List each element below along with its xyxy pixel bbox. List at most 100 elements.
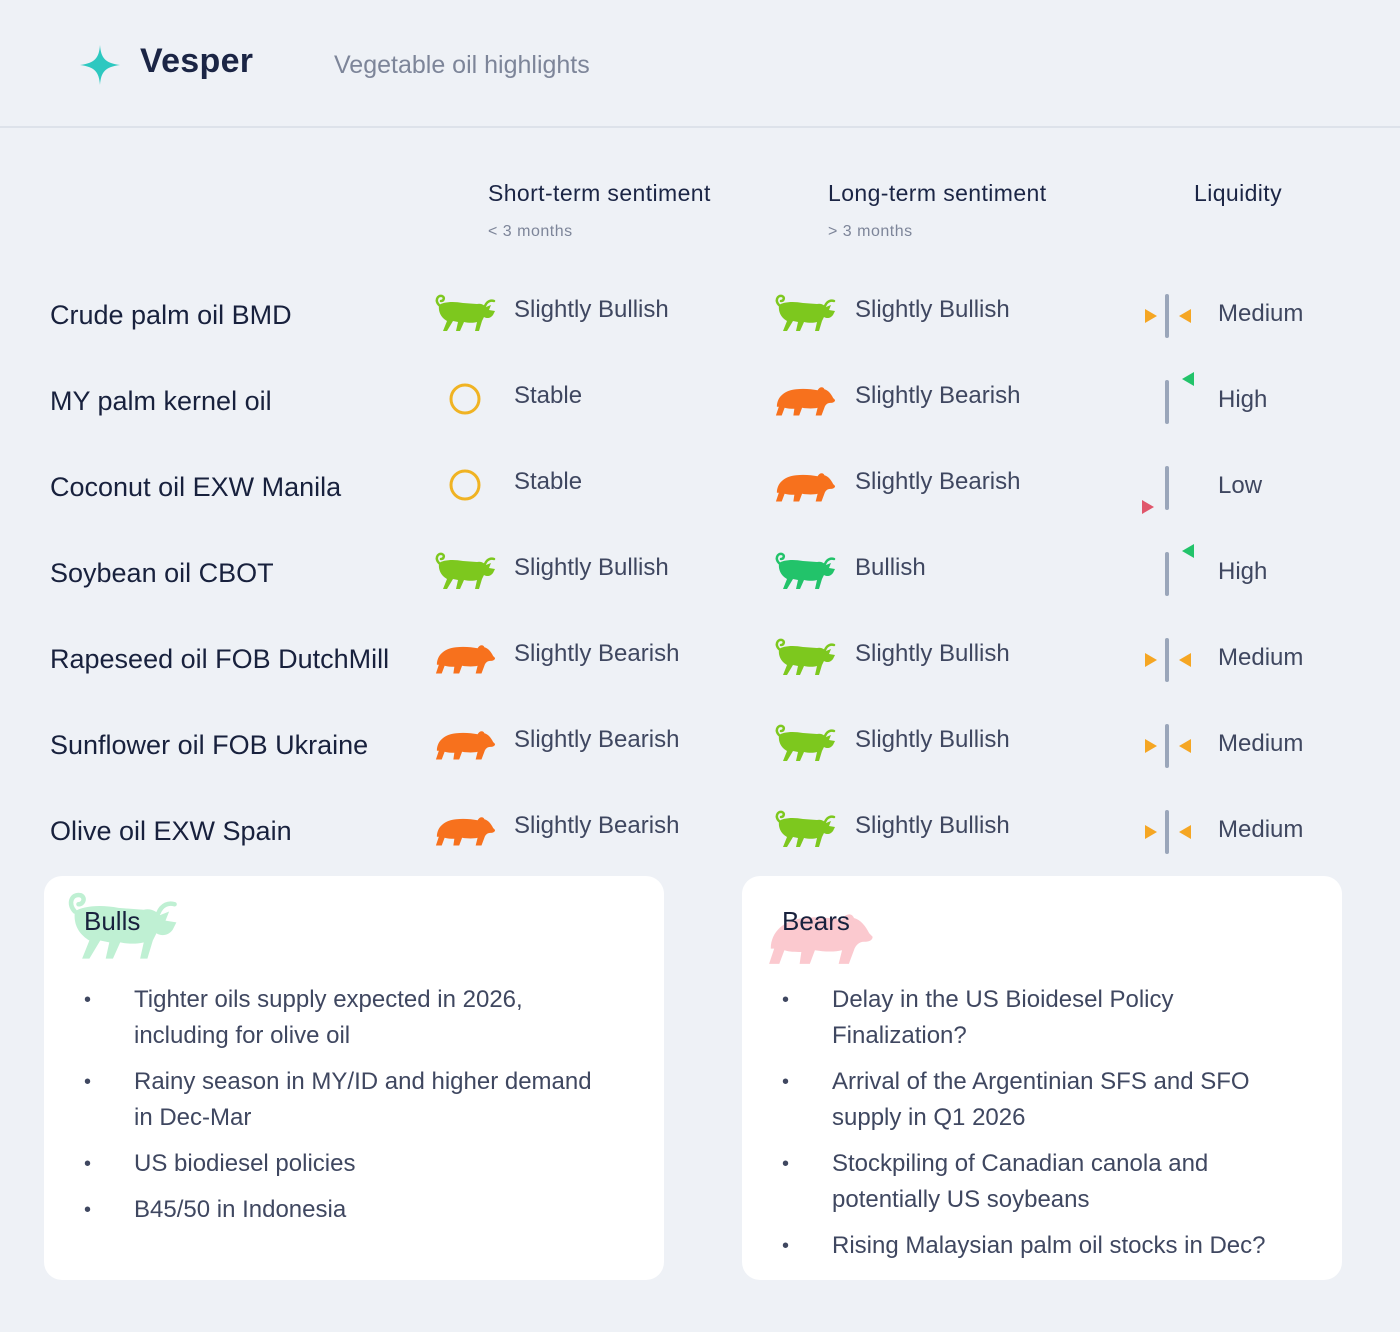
short-term-icon bbox=[432, 720, 498, 766]
short-term-subheader: < 3 months bbox=[488, 223, 573, 240]
short-term-label: Slightly Bearish bbox=[514, 812, 680, 839]
long-term-label: Slightly Bullish bbox=[855, 812, 1010, 839]
liquidity-header: Liquidity bbox=[1194, 180, 1282, 206]
liquidity-medium-icon bbox=[1145, 724, 1191, 768]
liquidity-label: Medium bbox=[1218, 730, 1304, 757]
short-term-label: Stable bbox=[514, 382, 583, 409]
table-row: Coconut oil EXW Manila Stable Slightly Bea… bbox=[0, 454, 1400, 540]
liquidity-indicator bbox=[1136, 372, 1196, 432]
bull-icon bbox=[775, 552, 837, 591]
table-row: MY palm kernel oil Stable Slightly Bearish… bbox=[0, 368, 1400, 454]
liquidity-high-icon bbox=[1165, 372, 1194, 424]
commodity-name: Crude palm oil BMD bbox=[50, 300, 292, 330]
long-term-icon bbox=[772, 376, 838, 422]
liquidity-label: Medium bbox=[1218, 644, 1304, 671]
short-term-label: Slightly Bearish bbox=[514, 726, 680, 753]
commodity-name: Sunflower oil FOB Ukraine bbox=[50, 730, 369, 760]
stable-circle-icon bbox=[449, 469, 481, 501]
liquidity-medium-icon bbox=[1145, 638, 1191, 682]
long-term-icon bbox=[772, 462, 838, 508]
liquidity-label: Low bbox=[1218, 472, 1263, 499]
long-term-label: Slightly Bullish bbox=[855, 726, 1010, 753]
liquidity-indicator bbox=[1136, 458, 1196, 518]
liquidity-medium-icon bbox=[1145, 810, 1191, 854]
liquidity-label: Medium bbox=[1218, 816, 1304, 843]
list-item: Delay in the US Bioidesel Policy Finaliz… bbox=[742, 982, 1342, 1054]
long-term-label: Bullish bbox=[855, 554, 926, 581]
long-term-icon bbox=[772, 806, 838, 852]
liquidity-label: Medium bbox=[1218, 300, 1304, 327]
bear-icon bbox=[435, 731, 496, 760]
liquidity-low-icon bbox=[1142, 466, 1169, 514]
bears-title: Bears bbox=[782, 906, 850, 936]
long-term-icon bbox=[772, 290, 838, 336]
liquidity-indicator bbox=[1136, 716, 1196, 776]
liquidity-indicator bbox=[1136, 286, 1196, 346]
brand-name: Vesper bbox=[140, 42, 254, 80]
list-item: Stockpiling of Canadian canola and poten… bbox=[742, 1146, 1342, 1218]
bear-icon bbox=[775, 387, 836, 416]
short-term-icon bbox=[432, 290, 498, 336]
short-term-label: Slightly Bearish bbox=[514, 640, 680, 667]
bear-icon bbox=[775, 473, 836, 502]
long-term-label: Slightly Bullish bbox=[855, 640, 1010, 667]
liquidity-indicator bbox=[1136, 630, 1196, 690]
list-item: Rising Malaysian palm oil stocks in Dec? bbox=[742, 1228, 1342, 1264]
liquidity-indicator bbox=[1136, 544, 1196, 604]
commodity-name: Soybean oil CBOT bbox=[50, 558, 274, 588]
short-term-header: Short-term sentiment bbox=[488, 180, 711, 206]
bears-card: Bears Delay in the US Bioidesel Policy F… bbox=[742, 876, 1342, 1280]
long-term-header: Long-term sentiment bbox=[828, 180, 1047, 206]
short-term-label: Slightly Bullish bbox=[514, 554, 669, 581]
bull-icon bbox=[775, 638, 837, 677]
list-item: US biodiesel policies bbox=[44, 1146, 664, 1182]
short-term-label: Slightly Bullish bbox=[514, 296, 669, 323]
liquidity-indicator bbox=[1136, 802, 1196, 862]
commodity-name: Olive oil EXW Spain bbox=[50, 816, 292, 846]
short-term-label: Stable bbox=[514, 468, 583, 495]
bull-icon bbox=[775, 810, 837, 849]
bear-icon bbox=[435, 817, 496, 846]
liquidity-medium-icon bbox=[1145, 294, 1191, 338]
stable-circle-icon bbox=[449, 383, 481, 415]
table-row: Soybean oil CBOT Slightly Bullish Bullish H… bbox=[0, 540, 1400, 626]
list-item: Tighter oils supply expected in 2026, in… bbox=[44, 982, 664, 1054]
bull-icon bbox=[775, 724, 837, 763]
long-term-icon bbox=[772, 634, 838, 680]
short-term-icon bbox=[432, 462, 498, 508]
table-row: Rapeseed oil FOB DutchMill Slightly Beari… bbox=[0, 626, 1400, 712]
long-term-label: Slightly Bearish bbox=[855, 468, 1021, 495]
list-item: Rainy season in MY/ID and higher demand … bbox=[44, 1064, 664, 1136]
long-term-icon bbox=[772, 720, 838, 766]
table-row: Crude palm oil BMD Slightly Bullish Slight… bbox=[0, 282, 1400, 368]
short-term-icon bbox=[432, 376, 498, 422]
liquidity-label: High bbox=[1218, 558, 1268, 585]
short-term-icon bbox=[432, 548, 498, 594]
long-term-icon bbox=[772, 548, 838, 594]
commodity-name: MY palm kernel oil bbox=[50, 386, 272, 416]
liquidity-label: High bbox=[1218, 386, 1268, 413]
bull-icon bbox=[435, 294, 497, 333]
bulls-list: Tighter oils supply expected in 2026, in… bbox=[44, 982, 664, 1238]
short-term-icon bbox=[432, 634, 498, 680]
list-item: B45/50 in Indonesia bbox=[44, 1192, 664, 1228]
commodity-name: Rapeseed oil FOB DutchMill bbox=[50, 644, 390, 674]
table-row: Sunflower oil FOB Ukraine Slightly Bearis… bbox=[0, 712, 1400, 798]
sparkle-logo-icon bbox=[80, 45, 120, 85]
long-term-label: Slightly Bearish bbox=[855, 382, 1021, 409]
bulls-title: Bulls bbox=[84, 906, 141, 936]
bears-list: Delay in the US Bioidesel Policy Finaliz… bbox=[742, 982, 1342, 1274]
long-term-subheader: > 3 months bbox=[828, 223, 913, 240]
short-term-icon bbox=[432, 806, 498, 852]
bull-icon bbox=[775, 294, 837, 333]
bull-icon bbox=[435, 552, 497, 591]
table-row: Olive oil EXW Spain Slightly Bearish Sligh… bbox=[0, 798, 1400, 884]
liquidity-high-icon bbox=[1165, 544, 1194, 596]
list-item: Arrival of the Argentinian SFS and SFO s… bbox=[742, 1064, 1342, 1136]
bear-icon bbox=[435, 645, 496, 674]
commodity-name: Coconut oil EXW Manila bbox=[50, 472, 342, 502]
long-term-label: Slightly Bullish bbox=[855, 296, 1010, 323]
bulls-card: Bulls Tighter oils supply expected in 20… bbox=[44, 876, 664, 1280]
page-title: Vegetable oil highlights bbox=[334, 51, 590, 79]
app-header: Vesper Vegetable oil highlights bbox=[0, 0, 1400, 128]
